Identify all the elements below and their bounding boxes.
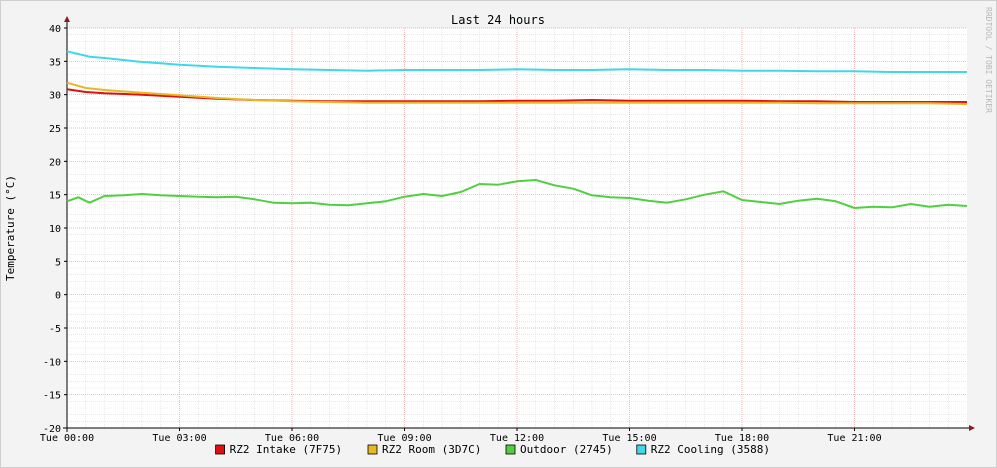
y-tick-label: 35 xyxy=(49,57,61,68)
y-axis-label: Temperature (°C) xyxy=(4,175,17,281)
chart-title: Last 24 hours xyxy=(451,13,545,27)
labels: Last 24 hours Temperature (°C) RRDTOOL /… xyxy=(4,7,993,281)
rrdtool-watermark: RRDTOOL / TOBI OETIKER xyxy=(984,7,993,113)
y-axis-arrow xyxy=(64,16,70,22)
axes: -20 -15 -10 -5 0 5 10 15 20 25 30 35 40 Tue 00:00 Tue … xyxy=(40,16,975,444)
y-tick-label: -20 xyxy=(43,424,61,435)
y-tick-label: 20 xyxy=(49,157,61,168)
x-tick-label: Tue 00:00 xyxy=(40,433,94,444)
legend-label: Outdoor (2745) xyxy=(520,443,613,456)
series-line xyxy=(66,179,968,209)
series-lines xyxy=(66,50,968,209)
legend-swatch xyxy=(367,444,378,455)
series-line xyxy=(66,88,967,103)
x-axis-arrow xyxy=(969,425,975,431)
legend-label: RZ2 Room (3D7C) xyxy=(382,443,481,456)
x-tick-label: Tue 18:00 xyxy=(715,433,769,444)
y-tick-label: 5 xyxy=(55,257,61,268)
y-tick-label: 40 xyxy=(49,24,61,35)
x-tick-label: Tue 15:00 xyxy=(602,433,656,444)
y-tick-label: 25 xyxy=(49,124,61,135)
grid xyxy=(66,27,967,429)
legend-swatch xyxy=(505,444,516,455)
legend-label: RZ2 Intake (7F75) xyxy=(230,443,343,456)
x-tick-label: Tue 06:00 xyxy=(265,433,319,444)
series-line xyxy=(66,81,968,105)
x-tick-label: Tue 12:00 xyxy=(490,433,544,444)
y-tick-label: 10 xyxy=(49,224,61,235)
y-tick-label: 30 xyxy=(49,91,61,102)
x-tick-label: Tue 21:00 xyxy=(827,433,881,444)
legend-label: RZ2 Cooling (3588) xyxy=(651,443,770,456)
legend: RZ2 Intake (7F75) RZ2 Room (3D7C) Outdoor … xyxy=(215,443,770,456)
legend-swatch xyxy=(215,444,226,455)
y-tick-label: -5 xyxy=(49,324,61,335)
y-tick-label: -15 xyxy=(43,391,61,402)
series-line xyxy=(66,50,967,73)
y-tick-label: 0 xyxy=(55,291,61,302)
y-tick-label: -10 xyxy=(43,357,61,368)
legend-swatch xyxy=(636,444,647,455)
x-tick-label: Tue 09:00 xyxy=(377,433,431,444)
y-tick-label: 15 xyxy=(49,191,61,202)
x-tick-label: Tue 03:00 xyxy=(152,433,206,444)
